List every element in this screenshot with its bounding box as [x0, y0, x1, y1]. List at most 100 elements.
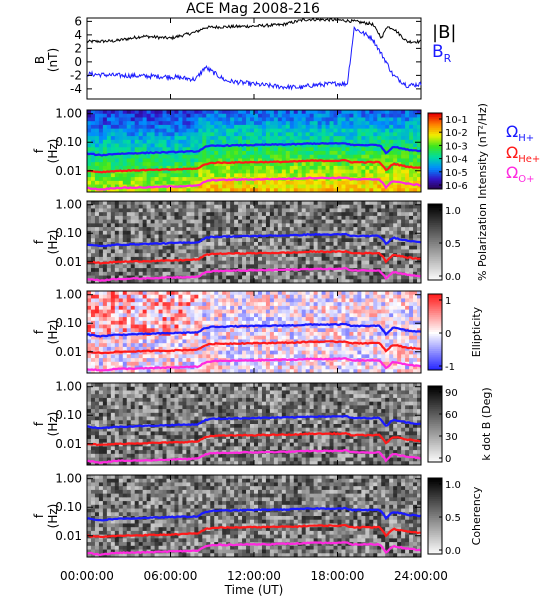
spectrogram-cell [119, 264, 123, 268]
spectrogram-cell [111, 132, 115, 136]
spectrogram-cell [107, 205, 111, 209]
spectrogram-cell [135, 181, 139, 185]
spectrogram-cell [222, 185, 226, 189]
spectrogram-cell [234, 129, 238, 133]
freq-ytick-label: 0.01 [55, 255, 82, 269]
spectrogram-cell [270, 173, 274, 177]
spectrogram-cell [310, 151, 314, 155]
spectrogram-cell [385, 129, 389, 133]
spectrogram-cell [107, 121, 111, 125]
spectrogram-cell [318, 261, 322, 265]
spectrogram-cell [95, 249, 99, 253]
spectrogram-cell [111, 306, 115, 310]
spectrogram-cell [298, 121, 302, 125]
spectrogram-cell [163, 140, 167, 144]
spectrogram-cell [131, 110, 135, 114]
spectrogram-cell [270, 166, 274, 170]
spectrogram-cell [155, 212, 159, 216]
spectrogram-cell [242, 298, 246, 302]
spectrogram-cell [389, 205, 393, 209]
spectrogram-cell [314, 212, 318, 216]
spectrogram-cell [190, 129, 194, 133]
spectrogram-cell [123, 125, 127, 129]
spectrogram-cell [246, 354, 250, 358]
spectrogram-cell [206, 310, 210, 314]
spectrogram-cell [349, 170, 353, 174]
spectrogram-cell [282, 170, 286, 174]
spectrogram-cell [338, 147, 342, 151]
ellipticity-panel: 1.000.100.01 f (Hz) 10-1 Ellipticity [32, 288, 483, 374]
spectrogram-cell [262, 298, 266, 302]
spectrogram-cell [230, 295, 234, 299]
spectrogram-cell [194, 110, 198, 114]
spectrogram-cell [202, 306, 206, 310]
spectrogram-cell [330, 257, 334, 261]
spectrogram-cell [302, 220, 306, 224]
spectrogram-cell [345, 253, 349, 257]
spectrogram-cell [159, 173, 163, 177]
spectrogram-cell [322, 246, 326, 250]
spectrogram-cell [302, 246, 306, 250]
spectrogram-cell [159, 205, 163, 209]
spectrogram-cell [218, 295, 222, 299]
spectrogram-cell [298, 257, 302, 261]
spectrogram-cell [115, 235, 119, 239]
spectrogram-cell [302, 110, 306, 114]
spectrogram-cell [119, 272, 123, 276]
spectrogram-cell [377, 136, 381, 140]
spectrogram-cell [266, 298, 270, 302]
spectrogram-cell [282, 362, 286, 366]
spectrogram-cell [270, 121, 274, 125]
spectrogram-cell [369, 227, 373, 231]
spectrogram-cell [322, 151, 326, 155]
spectrogram-cell [107, 313, 111, 317]
spectrogram-cell [397, 201, 401, 205]
spectrogram-cell [147, 328, 151, 332]
spectrogram-cell [405, 117, 409, 121]
spectrogram-cell [258, 208, 262, 212]
spectrogram-cell [361, 132, 365, 136]
spectrogram-cell [186, 136, 190, 140]
spectrogram-cell [338, 166, 342, 170]
spectrogram-cell [278, 246, 282, 250]
spectrogram-cell [258, 366, 262, 370]
spectrogram-cell [278, 242, 282, 246]
spectrogram-cell [266, 205, 270, 209]
spectrogram-cell [341, 223, 345, 227]
spectrogram-cell [298, 129, 302, 133]
spectrogram-cell [202, 339, 206, 343]
spectrogram-cell [318, 162, 322, 166]
spectrogram-cell [338, 110, 342, 114]
spectrogram-cell [397, 249, 401, 253]
spectrogram-cell [155, 291, 159, 295]
spectrogram-cell [99, 298, 103, 302]
spectrogram-cell [326, 125, 330, 129]
spectrogram-cell [167, 223, 171, 227]
spectrogram-cell [322, 166, 326, 170]
spectrogram-cell [270, 132, 274, 136]
spectrogram-cell [182, 121, 186, 125]
spectrogram-cell [278, 166, 282, 170]
spectrogram-cell [345, 208, 349, 212]
spectrogram-cell [334, 238, 338, 242]
spectrogram-cell [278, 332, 282, 336]
spectrogram-cell [242, 155, 246, 159]
spectrogram-cell [178, 313, 182, 317]
spectrogram-cell [369, 223, 373, 227]
spectrogram-cell [210, 257, 214, 261]
freq-ytick-label: 1.00 [55, 198, 82, 212]
spectrogram-cell [258, 257, 262, 261]
spectrogram-cell [290, 272, 294, 276]
spectrogram-cell [139, 268, 143, 272]
spectrogram-cell [111, 253, 115, 257]
spectrogram-cell [135, 336, 139, 340]
spectrogram-cell [282, 291, 286, 295]
spectrogram-cell [302, 257, 306, 261]
spectrogram-cell [95, 306, 99, 310]
spectrogram-cell [286, 298, 290, 302]
spectrogram-cell [127, 147, 131, 151]
spectrogram-cell [250, 223, 254, 227]
spectrogram-cell [123, 205, 127, 209]
spectrogram-cell [206, 276, 210, 280]
spectrogram-cell [171, 235, 175, 239]
